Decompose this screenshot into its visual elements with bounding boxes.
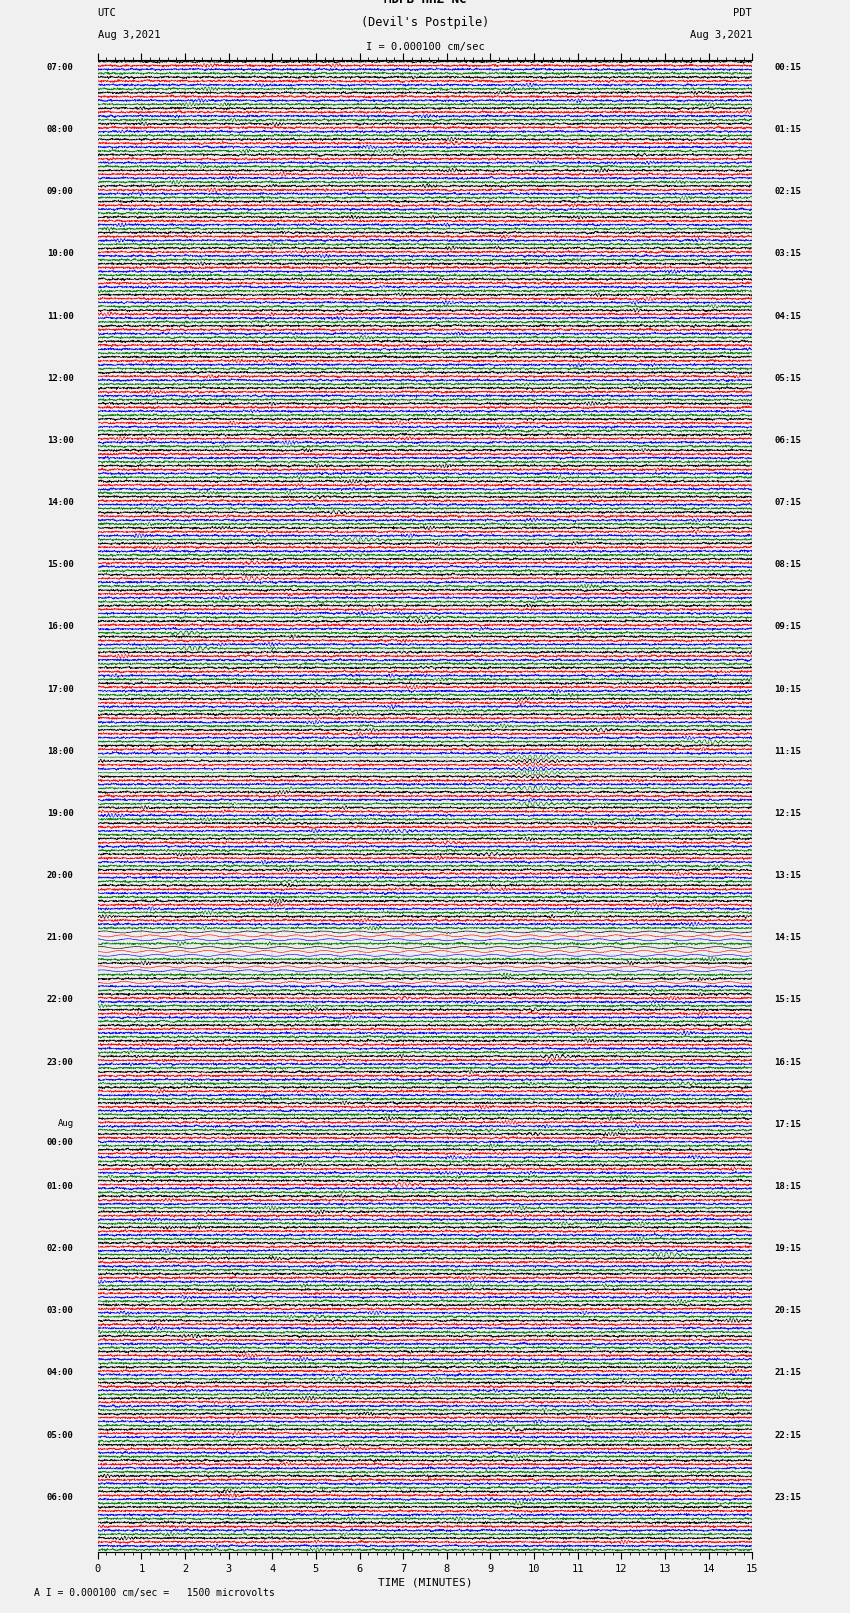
Text: 08:00: 08:00 [47,126,74,134]
Text: A I = 0.000100 cm/sec =   1500 microvolts: A I = 0.000100 cm/sec = 1500 microvolts [34,1589,275,1598]
Text: 18:00: 18:00 [47,747,74,756]
X-axis label: TIME (MINUTES): TIME (MINUTES) [377,1578,473,1587]
Text: 21:00: 21:00 [47,934,74,942]
Text: 11:00: 11:00 [47,311,74,321]
Text: 12:15: 12:15 [774,810,801,818]
Text: 01:00: 01:00 [47,1182,74,1190]
Text: 20:15: 20:15 [774,1307,801,1315]
Text: Aug 3,2021: Aug 3,2021 [689,31,752,40]
Text: 23:15: 23:15 [774,1492,801,1502]
Text: 06:00: 06:00 [47,1492,74,1502]
Text: 20:00: 20:00 [47,871,74,881]
Text: 04:00: 04:00 [47,1368,74,1378]
Text: 13:15: 13:15 [774,871,801,881]
Text: 17:00: 17:00 [47,684,74,694]
Text: 13:00: 13:00 [47,436,74,445]
Text: 05:00: 05:00 [47,1431,74,1440]
Text: 04:15: 04:15 [774,311,801,321]
Text: 15:15: 15:15 [774,995,801,1005]
Text: 10:00: 10:00 [47,250,74,258]
Text: 09:15: 09:15 [774,623,801,631]
Text: 00:00: 00:00 [47,1137,74,1147]
Text: 03:15: 03:15 [774,250,801,258]
Text: 12:00: 12:00 [47,374,74,382]
Text: 00:15: 00:15 [774,63,801,73]
Text: 22:00: 22:00 [47,995,74,1005]
Text: Aug 3,2021: Aug 3,2021 [98,31,161,40]
Text: 02:00: 02:00 [47,1244,74,1253]
Text: 19:00: 19:00 [47,810,74,818]
Text: 14:15: 14:15 [774,934,801,942]
Text: (Devil's Postpile): (Devil's Postpile) [361,16,489,29]
Text: 01:15: 01:15 [774,126,801,134]
Text: 16:00: 16:00 [47,623,74,631]
Text: Aug: Aug [58,1119,74,1127]
Text: 09:00: 09:00 [47,187,74,197]
Text: I = 0.000100 cm/sec: I = 0.000100 cm/sec [366,42,484,52]
Text: 05:15: 05:15 [774,374,801,382]
Text: 10:15: 10:15 [774,684,801,694]
Text: 08:15: 08:15 [774,560,801,569]
Text: 16:15: 16:15 [774,1058,801,1066]
Text: 18:15: 18:15 [774,1182,801,1190]
Text: 07:00: 07:00 [47,63,74,73]
Text: 23:00: 23:00 [47,1058,74,1066]
Text: 22:15: 22:15 [774,1431,801,1440]
Text: 11:15: 11:15 [774,747,801,756]
Text: 21:15: 21:15 [774,1368,801,1378]
Text: UTC: UTC [98,8,116,18]
Text: 07:15: 07:15 [774,498,801,506]
Text: PDT: PDT [734,8,752,18]
Text: 03:00: 03:00 [47,1307,74,1315]
Text: MDPB HHZ NC: MDPB HHZ NC [383,0,467,6]
Text: 02:15: 02:15 [774,187,801,197]
Text: 06:15: 06:15 [774,436,801,445]
Text: 19:15: 19:15 [774,1244,801,1253]
Text: 14:00: 14:00 [47,498,74,506]
Text: 15:00: 15:00 [47,560,74,569]
Text: 17:15: 17:15 [774,1119,801,1129]
